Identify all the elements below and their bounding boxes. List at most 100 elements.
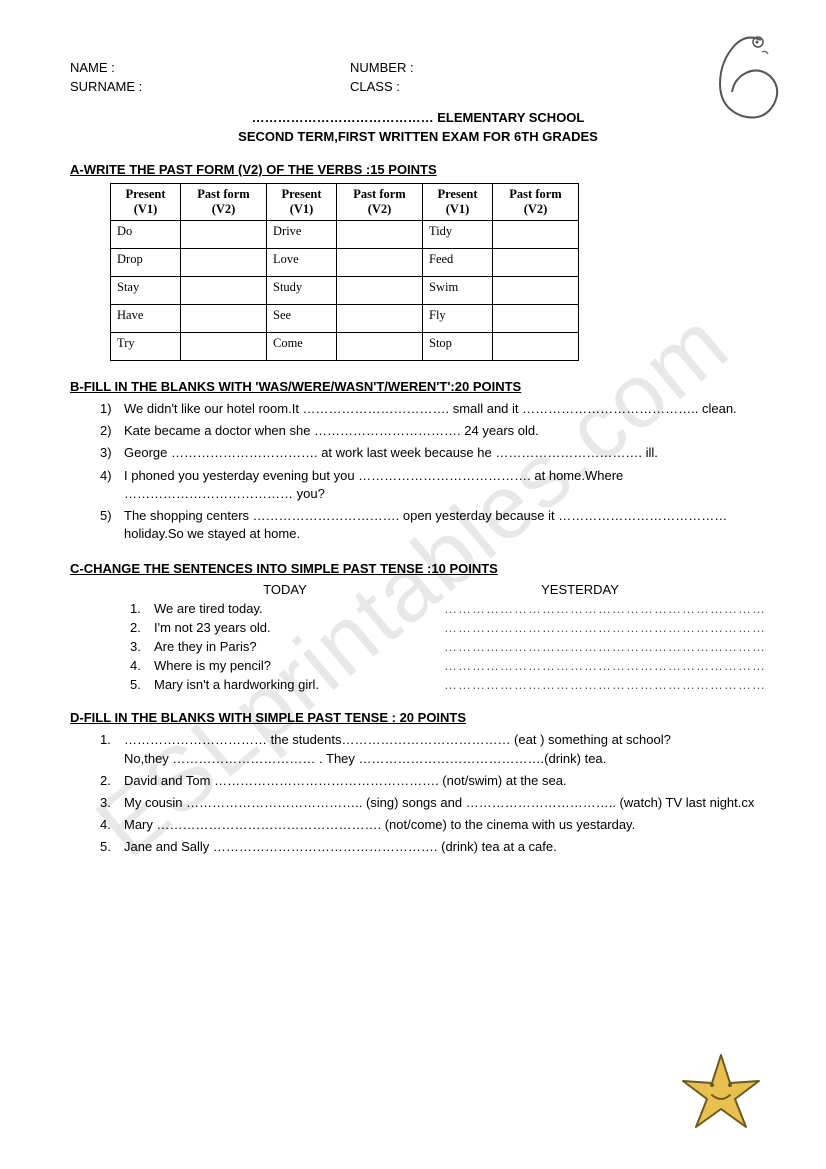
list-item: 5.Mary isn't a hardworking girl.……………………… (130, 677, 766, 692)
item-number: 1. (100, 731, 124, 767)
class-label: CLASS : (350, 79, 400, 94)
table-cell: Have (111, 305, 181, 333)
item-number: 3. (130, 639, 154, 654)
table-cell (181, 277, 267, 305)
section-b-heading: B-FILL IN THE BLANKS WITH 'WAS/WERE/WASN… (70, 379, 766, 394)
table-cell (337, 249, 423, 277)
answer-line: …………………………………………………………………………. (444, 620, 766, 635)
list-item: 1.…………………………… the students………………………………… … (100, 731, 766, 767)
item-number: 5) (100, 507, 124, 543)
item-text: Where is my pencil? (154, 658, 444, 673)
table-cell: Try (111, 333, 181, 361)
item-number: 2) (100, 422, 124, 440)
answer-line: …………………………………………………………………………. (444, 601, 766, 616)
item-text: David and Tom ……………………………………………. (not/sw… (124, 772, 766, 790)
table-cell: Come (267, 333, 337, 361)
table-cell (337, 221, 423, 249)
list-item: 5)The shopping centers ……………………………. open… (100, 507, 766, 543)
section-d-heading: D-FILL IN THE BLANKS WITH SIMPLE PAST TE… (70, 710, 766, 725)
list-item: 2)Kate became a doctor when she ……………………… (100, 422, 766, 440)
table-cell: Swim (423, 277, 493, 305)
item-text: I'm not 23 years old. (154, 620, 444, 635)
list-item: 1)We didn't like our hotel room.It ……………… (100, 400, 766, 418)
section-c-list: 1.We are tired today.…………………………………………………… (130, 601, 766, 692)
section-d-list: 1.…………………………… the students………………………………… … (100, 731, 766, 856)
list-item: 4.Mary ……………………………………………. (not/come) to … (100, 816, 766, 834)
table-cell (493, 305, 579, 333)
list-item: 4.Where is my pencil?…………………………………………………… (130, 658, 766, 673)
table-cell: Drive (267, 221, 337, 249)
table-cell: Study (267, 277, 337, 305)
grade-six-icon (706, 28, 784, 123)
table-cell (493, 249, 579, 277)
item-number: 4) (100, 467, 124, 503)
item-text: Jane and Sally ……………………………………………. (drink… (124, 838, 766, 856)
item-text: Are they in Paris? (154, 639, 444, 654)
item-text: George ……………………………. at work last week be… (124, 444, 766, 462)
col-header: Present (V1) (423, 184, 493, 221)
col-header: Past form (V2) (337, 184, 423, 221)
item-number: 4. (130, 658, 154, 673)
item-text: Mary ……………………………………………. (not/come) to th… (124, 816, 766, 834)
item-number: 1) (100, 400, 124, 418)
table-cell (337, 277, 423, 305)
item-text: Mary isn't a hardworking girl. (154, 677, 444, 692)
table-cell (493, 277, 579, 305)
answer-line: …………………………………………………………………………. (444, 677, 766, 692)
school-title: …………………………………… ELEMENTARY SCHOOL (70, 110, 766, 125)
col-header: Past form (V2) (493, 184, 579, 221)
number-label: NUMBER : (350, 60, 414, 75)
table-cell: See (267, 305, 337, 333)
item-text: My cousin ………………………………….. (sing) songs a… (124, 794, 766, 812)
table-cell: Feed (423, 249, 493, 277)
list-item: 3.Are they in Paris?……………………………………………………… (130, 639, 766, 654)
item-number: 2. (100, 772, 124, 790)
item-number: 4. (100, 816, 124, 834)
list-item: 1.We are tired today.…………………………………………………… (130, 601, 766, 616)
table-cell: Love (267, 249, 337, 277)
table-cell (181, 221, 267, 249)
item-number: 3) (100, 444, 124, 462)
col-header: Past form (V2) (181, 184, 267, 221)
table-cell (181, 249, 267, 277)
list-item: 5.Jane and Sally ……………………………………………. (dri… (100, 838, 766, 856)
table-cell: Tidy (423, 221, 493, 249)
item-text: We didn't like our hotel room.It …………………… (124, 400, 766, 418)
list-item: 3.My cousin ………………………………….. (sing) songs… (100, 794, 766, 812)
table-cell (337, 333, 423, 361)
table-cell: Drop (111, 249, 181, 277)
table-cell: Do (111, 221, 181, 249)
col-header: Present (V1) (267, 184, 337, 221)
section-b-list: 1)We didn't like our hotel room.It ……………… (100, 400, 766, 543)
item-text: I phoned you yesterday evening but you …… (124, 467, 766, 503)
item-text: We are tired today. (154, 601, 444, 616)
exam-title: SECOND TERM,FIRST WRITTEN EXAM FOR 6TH G… (70, 129, 766, 144)
item-text: …………………………… the students………………………………… (e… (124, 731, 766, 767)
table-cell (493, 333, 579, 361)
item-text: The shopping centers ……………………………. open y… (124, 507, 766, 543)
col-header: Present (V1) (111, 184, 181, 221)
table-cell: Stay (111, 277, 181, 305)
list-item: 4)I phoned you yesterday evening but you… (100, 467, 766, 503)
table-cell: Fly (423, 305, 493, 333)
section-c-heading: C-CHANGE THE SENTENCES INTO SIMPLE PAST … (70, 561, 766, 576)
table-cell (337, 305, 423, 333)
surname-label: SURNAME : (70, 79, 350, 94)
item-number: 2. (130, 620, 154, 635)
table-cell (181, 333, 267, 361)
item-number: 3. (100, 794, 124, 812)
item-number: 1. (130, 601, 154, 616)
section-a-heading: A-WRITE THE PAST FORM (V2) OF THE VERBS … (70, 162, 766, 177)
today-label: TODAY (130, 582, 440, 597)
yesterday-label: YESTERDAY (440, 582, 720, 597)
answer-line: …………………………………………………………………………. (444, 639, 766, 654)
table-cell (493, 221, 579, 249)
table-cell: Stop (423, 333, 493, 361)
list-item: 2.I'm not 23 years old.……………………………………………… (130, 620, 766, 635)
list-item: 3)George ……………………………. at work last week … (100, 444, 766, 462)
list-item: 2.David and Tom ……………………………………………. (not/… (100, 772, 766, 790)
answer-line: …………………………………………………………………………. (444, 658, 766, 673)
table-cell (181, 305, 267, 333)
item-number: 5. (100, 838, 124, 856)
item-number: 5. (130, 677, 154, 692)
